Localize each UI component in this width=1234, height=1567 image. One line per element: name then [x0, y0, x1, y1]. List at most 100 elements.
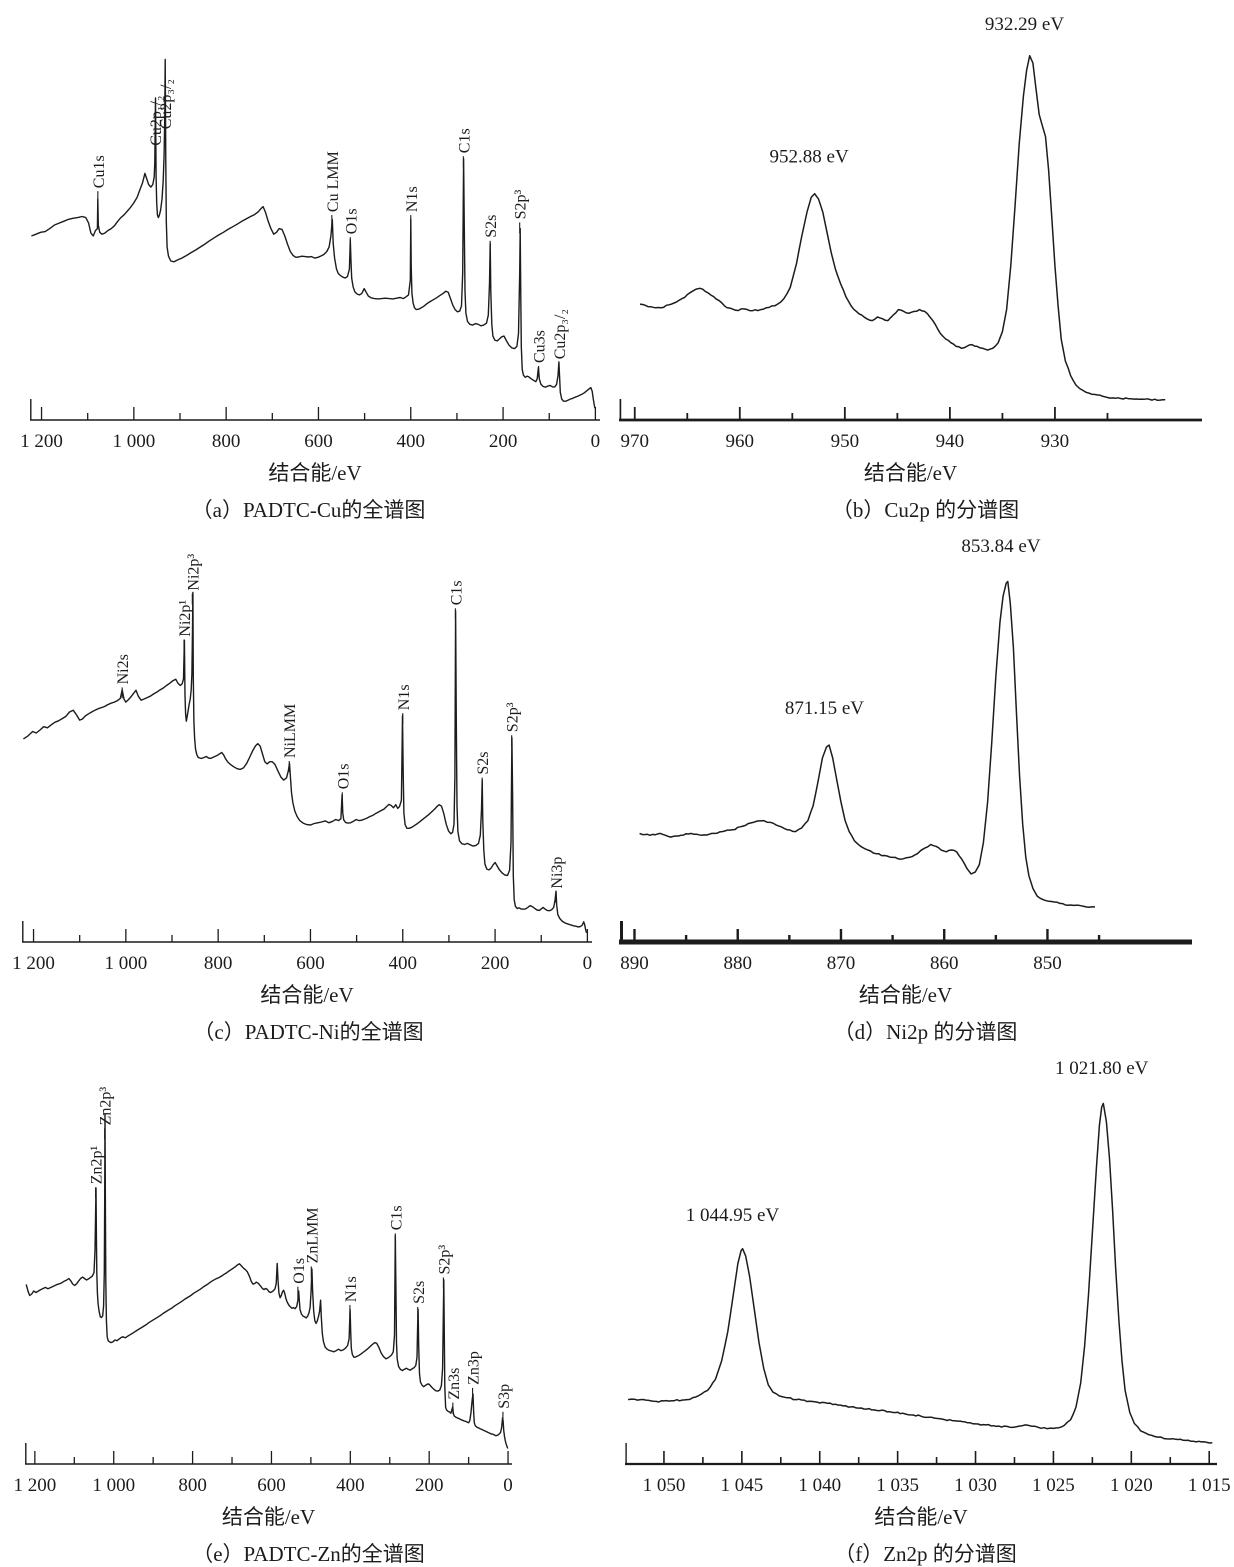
- svg-text:O1s: O1s: [335, 764, 352, 790]
- svg-text:400: 400: [389, 953, 418, 974]
- svg-text:0: 0: [503, 1475, 513, 1496]
- svg-text:932.29 eV: 932.29 eV: [985, 14, 1064, 35]
- svg-text:结合能/eV: 结合能/eV: [874, 1505, 967, 1529]
- svg-text:1 045: 1 045: [720, 1475, 763, 1496]
- svg-text:Ni2p³: Ni2p³: [185, 554, 202, 591]
- svg-text:NiLMM: NiLMM: [282, 704, 299, 758]
- svg-text:1 035: 1 035: [876, 1475, 919, 1496]
- svg-text:1 025: 1 025: [1032, 1475, 1075, 1496]
- svg-text:Ni2s: Ni2s: [115, 654, 132, 684]
- svg-text:Zn2p¹: Zn2p¹: [89, 1146, 106, 1185]
- svg-text:853.84 eV: 853.84 eV: [961, 536, 1040, 557]
- svg-text:1 044.95 eV: 1 044.95 eV: [686, 1205, 780, 1226]
- svg-text:ZnLMM: ZnLMM: [304, 1207, 321, 1263]
- panel-a: 1 200 1 000 800 600 400 200 0 结合能/eV Cu1s Cu2p₁/₂…: [0, 0, 617, 522]
- svg-text:800: 800: [178, 1475, 207, 1496]
- svg-text:S2p³: S2p³: [505, 702, 522, 732]
- svg-text:S3p: S3p: [496, 1384, 513, 1409]
- svg-text:Ni2p¹: Ni2p¹: [177, 600, 194, 637]
- svg-text:结合能/eV: 结合能/eV: [859, 983, 952, 1007]
- svg-text:0: 0: [591, 431, 601, 452]
- panel-f-chart: 1 050 1 045 1 040 1 035 1 030 1 025 1 020 1 015…: [625, 1058, 1231, 1529]
- svg-text:1 200: 1 200: [12, 953, 55, 974]
- svg-text:O1s: O1s: [343, 208, 360, 234]
- svg-text:S2s: S2s: [475, 751, 492, 774]
- svg-text:结合能/eV: 结合能/eV: [260, 983, 353, 1007]
- svg-text:400: 400: [336, 1475, 365, 1496]
- svg-text:400: 400: [397, 431, 426, 452]
- svg-text:C1s: C1s: [388, 1205, 405, 1230]
- svg-text:850: 850: [1033, 953, 1062, 974]
- svg-text:1 000: 1 000: [112, 431, 155, 452]
- svg-text:1 030: 1 030: [954, 1475, 997, 1496]
- svg-text:800: 800: [212, 431, 241, 452]
- svg-text:Ni3p: Ni3p: [549, 857, 566, 889]
- svg-text:Cu LMM: Cu LMM: [325, 151, 342, 212]
- svg-text:1 200: 1 200: [13, 1475, 56, 1496]
- svg-text:1 000: 1 000: [92, 1475, 135, 1496]
- svg-text:200: 200: [481, 953, 510, 974]
- panel-e-chart: 1 200 1 000 800 600 400 200 0 结合能/eV Zn2p¹ Zn2p³ O…: [13, 1087, 513, 1529]
- svg-text:S2s: S2s: [411, 1281, 428, 1304]
- svg-text:Cu2p₁/₂: Cu2p₁/₂: [148, 96, 165, 146]
- svg-text:1 040: 1 040: [798, 1475, 841, 1496]
- svg-text:结合能/eV: 结合能/eV: [268, 461, 361, 485]
- svg-text:800: 800: [204, 953, 233, 974]
- svg-text:结合能/eV: 结合能/eV: [222, 1505, 315, 1529]
- panel-b: 970 960 950 940 930 结合能/eV 952.88 eV 932.29 eV …: [617, 0, 1234, 522]
- svg-text:890: 890: [620, 953, 649, 974]
- svg-text:600: 600: [304, 431, 333, 452]
- svg-text:1 200: 1 200: [20, 431, 63, 452]
- svg-text:871.15 eV: 871.15 eV: [785, 698, 864, 719]
- panel-e: 1 200 1 000 800 600 400 200 0 结合能/eV Zn2p¹ Zn2p³ O…: [0, 1044, 617, 1566]
- panel-c-caption: （c）PADTC-Ni的全谱图: [193, 1020, 424, 1044]
- svg-text:C1s: C1s: [456, 128, 473, 153]
- svg-text:200: 200: [489, 431, 518, 452]
- svg-text:Zn2p³: Zn2p³: [98, 1087, 115, 1126]
- panel-c-chart: 1 200 1 000 800 600 400 200 0 结合能/eV Ni2s Ni2p¹ Ni…: [12, 554, 593, 1007]
- svg-text:200: 200: [415, 1475, 444, 1496]
- panel-a-chart: 1 200 1 000 800 600 400 200 0 结合能/eV Cu1s Cu2p₁/₂…: [20, 58, 601, 485]
- svg-text:Cu1s: Cu1s: [91, 155, 108, 188]
- svg-text:1 050: 1 050: [643, 1475, 686, 1496]
- panel-d-caption: （d）Ni2p 的分谱图: [833, 1020, 1018, 1044]
- panel-e-caption: （e）PADTC-Zn的全谱图: [192, 1542, 425, 1566]
- panel-d-chart: 890 880 870 860 850 结合能/eV 871.15 eV 853.84 eV: [619, 536, 1192, 1007]
- svg-text:S2s: S2s: [483, 215, 500, 238]
- panel-d: 890 880 870 860 850 结合能/eV 871.15 eV 853.84 eV …: [617, 522, 1234, 1044]
- panel-f: 1 050 1 045 1 040 1 035 1 030 1 025 1 020 1 015…: [617, 1044, 1234, 1566]
- svg-text:N1s: N1s: [404, 186, 421, 212]
- svg-text:Zn3p: Zn3p: [466, 1351, 483, 1385]
- svg-text:970: 970: [621, 431, 650, 452]
- svg-text:C1s: C1s: [448, 580, 465, 605]
- svg-text:结合能/eV: 结合能/eV: [864, 461, 957, 485]
- svg-text:1 015: 1 015: [1188, 1475, 1231, 1496]
- svg-text:952.88 eV: 952.88 eV: [770, 146, 849, 167]
- svg-text:Cu2p₃/₂: Cu2p₃/₂: [158, 79, 175, 129]
- svg-text:0: 0: [583, 953, 593, 974]
- svg-text:N1s: N1s: [343, 1276, 360, 1302]
- svg-text:S2p³: S2p³: [436, 1245, 453, 1275]
- panel-b-caption: （b）Cu2p 的分谱图: [831, 498, 1020, 522]
- svg-text:960: 960: [726, 431, 755, 452]
- svg-text:Zn3s: Zn3s: [446, 1368, 463, 1400]
- svg-text:600: 600: [257, 1475, 286, 1496]
- svg-text:880: 880: [723, 953, 752, 974]
- svg-text:860: 860: [930, 953, 959, 974]
- panel-a-caption: （a）PADTC-Cu的全谱图: [191, 498, 426, 522]
- svg-text:Cu2p₃/₂: Cu2p₃/₂: [552, 309, 569, 359]
- svg-text:1 000: 1 000: [104, 953, 147, 974]
- panel-c: 1 200 1 000 800 600 400 200 0 结合能/eV Ni2s Ni2p¹ Ni…: [0, 522, 617, 1044]
- svg-text:O1s: O1s: [291, 1258, 308, 1284]
- svg-text:Cu3s: Cu3s: [532, 330, 549, 363]
- svg-text:940: 940: [936, 431, 965, 452]
- svg-text:S2p³: S2p³: [513, 190, 530, 220]
- svg-text:870: 870: [827, 953, 856, 974]
- svg-text:1 020: 1 020: [1110, 1475, 1153, 1496]
- svg-text:930: 930: [1041, 431, 1070, 452]
- svg-text:950: 950: [831, 431, 860, 452]
- svg-text:1 021.80 eV: 1 021.80 eV: [1055, 1058, 1149, 1079]
- svg-text:N1s: N1s: [396, 684, 413, 710]
- panel-b-chart: 970 960 950 940 930 结合能/eV 952.88 eV 932.29 eV: [619, 14, 1202, 485]
